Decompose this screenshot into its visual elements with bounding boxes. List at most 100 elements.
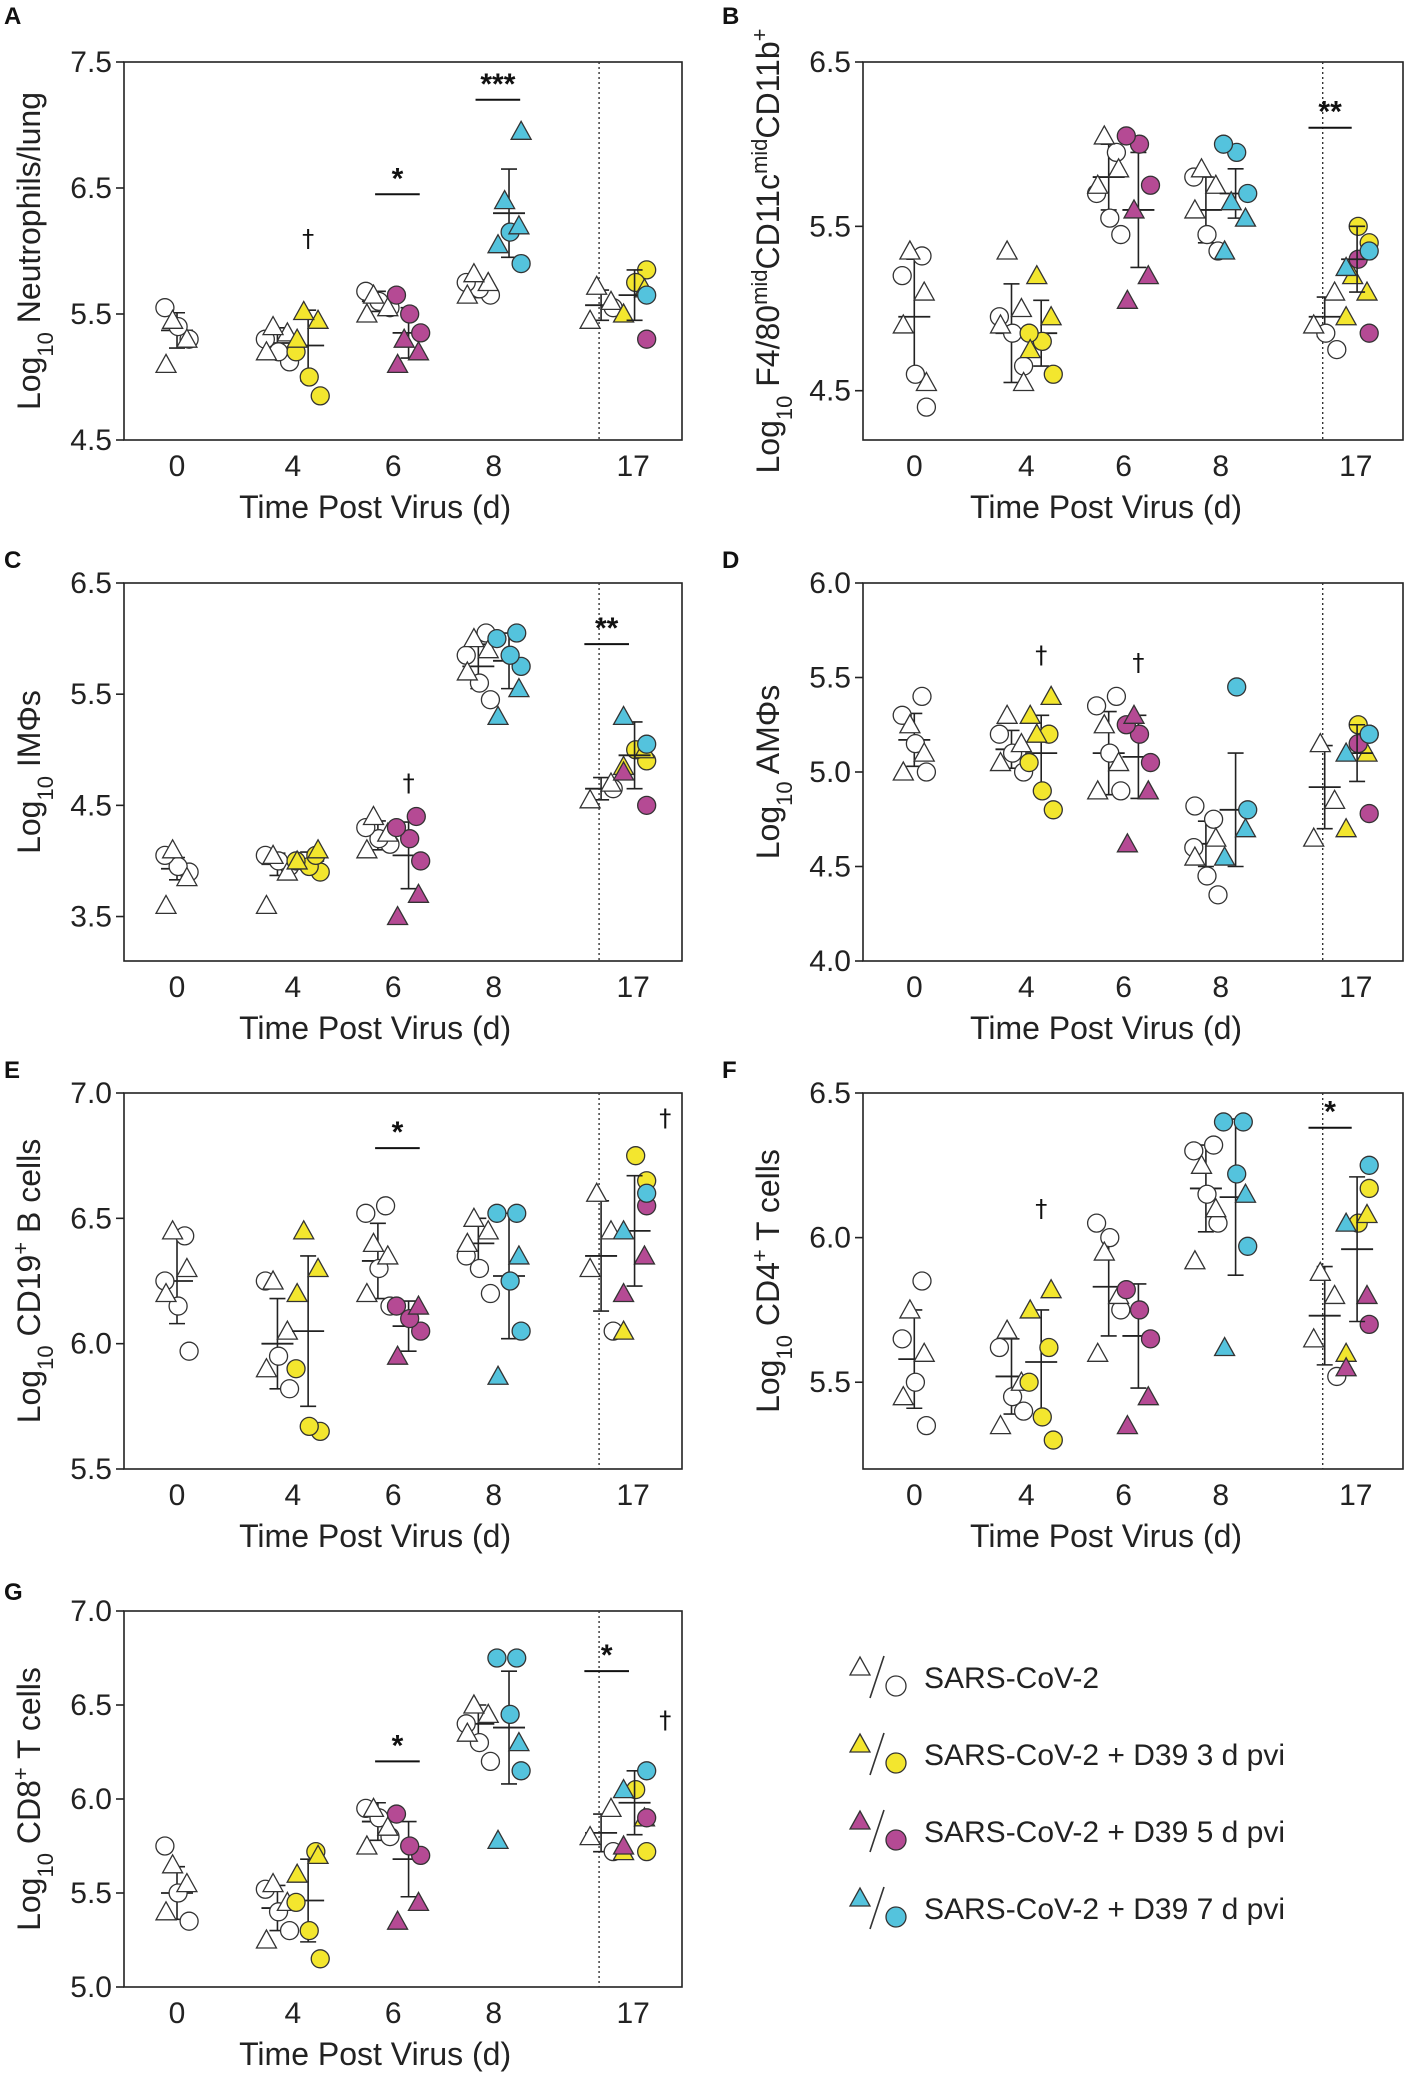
data-point-triangle (1323, 789, 1346, 809)
data-point-circle (507, 623, 527, 643)
data-point-circle (1100, 1227, 1120, 1248)
x-tick-label: 0 (906, 971, 923, 1004)
data-point-triangle (1010, 297, 1033, 318)
group-8-control (456, 1206, 501, 1304)
legend-item-d39_3d: SARS-CoV-2 + D39 3 d pvi (848, 1732, 1285, 1776)
x-tick-label: 17 (616, 1997, 649, 2030)
data-point-triangle (292, 1219, 315, 1240)
data-point-triangle (892, 760, 915, 781)
data-point-circle (1129, 724, 1150, 744)
x-axis-label: Time Post Virus (d) (970, 1518, 1242, 1554)
data-point-circle (500, 1704, 520, 1725)
data-point-circle (400, 304, 420, 324)
significance-stars: * (392, 1729, 404, 1762)
data-point-triangle (1122, 703, 1146, 724)
group-6-control (355, 1797, 400, 1855)
group-4-d39_3d (286, 300, 330, 406)
group-17-control (578, 1797, 623, 1862)
x-tick-label: 17 (1339, 971, 1372, 1004)
y-tick-label: 6.5 (70, 172, 112, 205)
x-tick-label: 0 (169, 971, 186, 1004)
group-17-d39_5d (1334, 1284, 1379, 1377)
data-point-circle (500, 1271, 520, 1291)
data-point-triangle (306, 838, 330, 859)
legend: SARS-CoV-2 SARS-CoV-2 + D39 3 d pvi SARS-C… (848, 1655, 1285, 1930)
panel-C: C 3.5 4.5 5.5 6.5 0 4 6 8 17 Time Post Virus (d) Lo… (4, 547, 683, 1046)
group-6-d39_5d (1116, 126, 1161, 309)
data-point-circle (299, 367, 319, 387)
group-6-control (1086, 686, 1131, 801)
data-point-triangle (898, 1298, 922, 1319)
legend-item-d39_7d: SARS-CoV-2 + D39 7 d pvi (848, 1886, 1285, 1930)
dagger-mark: † (302, 224, 314, 252)
panel-F: F 5.5 6.0 6.5 0 4 6 8 17 Time Post Virus (d) Log10… (722, 1057, 1404, 1554)
y-tick-label: 5.0 (70, 1971, 112, 2004)
data-point-triangle (161, 1219, 184, 1240)
data-point-circle (480, 1283, 501, 1304)
data-point-triangle (1019, 338, 1042, 359)
data-point-triangle (486, 1829, 510, 1850)
panel-G: G 5.0 5.5 6.0 6.5 7.0 0 4 6 8 17 Time Post Virus (d… (4, 1579, 683, 2072)
x-tick-label: 17 (616, 971, 649, 1004)
data-point-circle (310, 386, 330, 406)
group-0-control (892, 239, 938, 417)
data-point-circle (916, 1415, 937, 1436)
significance-stars: * (392, 1116, 404, 1149)
y-tick-label: 7.0 (70, 1077, 112, 1110)
data-point-triangle (286, 849, 309, 870)
data-point-circle (1227, 1164, 1247, 1184)
data-point-circle (507, 1203, 527, 1223)
x-tick-label: 4 (284, 1479, 301, 1512)
group-4-control (255, 1269, 300, 1399)
data-point-circle (1197, 224, 1217, 245)
data-point-triangle (913, 741, 936, 762)
data-point-triangle (355, 302, 378, 323)
data-point-triangle (989, 1414, 1012, 1435)
data-point-circle (916, 397, 937, 417)
data-point-triangle (1019, 703, 1042, 724)
y-axis-label: Log10 AMΦs (750, 685, 797, 860)
group-8-control (1183, 796, 1228, 905)
data-point-triangle (1086, 173, 1109, 194)
data-point-triangle (1190, 1153, 1213, 1174)
data-point-triangle (510, 119, 533, 140)
group-4-d39_3d (286, 1219, 330, 1442)
panel-letter: B (722, 3, 739, 30)
data-point-triangle (1309, 1260, 1332, 1281)
data-point-triangle (1093, 1240, 1116, 1261)
data-point-triangle (462, 1206, 486, 1227)
group-17-control (578, 1181, 623, 1341)
group-17-d39_7d (618, 269, 657, 322)
data-point-circle (1019, 1372, 1039, 1392)
data-point-triangle (462, 627, 486, 648)
data-point-circle (406, 806, 426, 827)
data-point-triangle (175, 1872, 199, 1893)
data-point-circle (356, 1203, 376, 1223)
data-point-circle (469, 1258, 490, 1279)
data-point-circle (637, 329, 657, 349)
data-point-circle (1359, 724, 1379, 744)
group-0-control (154, 838, 199, 915)
y-tick-label: 3.5 (70, 901, 112, 934)
data-point-circle (637, 795, 657, 816)
x-tick-label: 0 (169, 450, 186, 483)
legend-label: SARS-CoV-2 + D39 5 d pvi (924, 1816, 1285, 1849)
data-point-triangle (261, 844, 285, 865)
group-17-d39_3d (1334, 1178, 1379, 1362)
data-point-triangle (255, 1928, 278, 1949)
data-point-circle (411, 1321, 431, 1341)
data-point-triangle (1039, 1278, 1063, 1299)
data-point-circle (1106, 142, 1127, 163)
group-0-control (154, 298, 199, 374)
data-point-triangle (599, 771, 623, 792)
data-point-triangle (507, 1244, 531, 1265)
data-point-circle (386, 285, 407, 305)
data-point-triangle (255, 340, 278, 361)
data-point-triangle (286, 1282, 309, 1303)
data-point-circle (179, 1911, 199, 1931)
data-point-triangle (1309, 732, 1332, 753)
data-point-triangle (1213, 1336, 1236, 1357)
group-6-d39_5d (1116, 703, 1161, 853)
group-8-d39_7d (1213, 1112, 1258, 1357)
legend-circle (885, 1829, 907, 1851)
